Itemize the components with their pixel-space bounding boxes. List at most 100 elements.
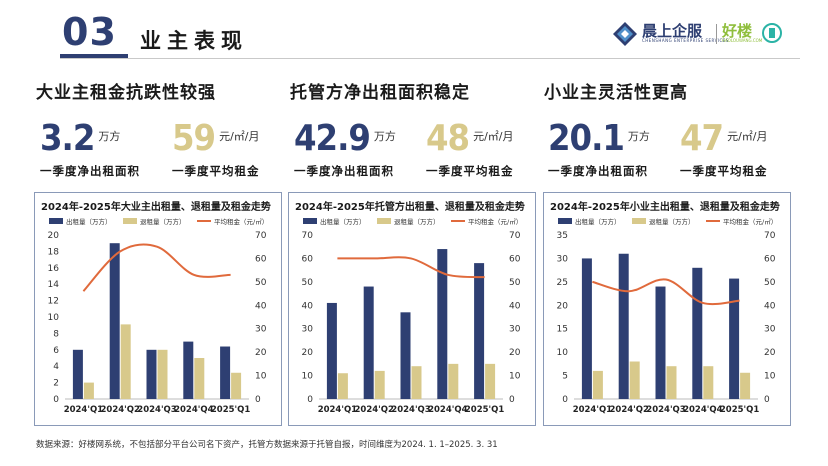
y-right-tick-label: 10	[255, 372, 267, 382]
bar-return	[592, 370, 603, 399]
x-tick-label: 2024'Q2	[354, 405, 393, 415]
bar-return	[411, 366, 422, 399]
legend-label-avg-rent: 平均租金（元/㎡）	[468, 217, 522, 226]
y-right-tick-label: 0	[509, 395, 515, 405]
kpi-net-leased: 3.2 万方 一季度净出租面积	[40, 118, 140, 179]
y-left-tick-label: 20	[302, 348, 314, 358]
y-right-tick-label: 70	[764, 231, 776, 241]
kpi-label: 一季度净出租面积	[548, 164, 648, 178]
bar-return	[337, 373, 348, 399]
legend-swatch-return	[123, 218, 137, 224]
bar-return	[231, 372, 242, 399]
y-right-tick-label: 10	[509, 372, 521, 382]
legend-label-rent-out: 出租量（万方）	[575, 217, 621, 226]
x-tick-label: 2024'Q2	[609, 405, 648, 415]
chart-large-owners: 2024年-2025年大业主出租量、退租量及租金走势 出租量（万方） 退租量（万方…	[34, 192, 282, 426]
bar-rent-out	[183, 341, 194, 399]
x-tick-label: 2024'Q3	[391, 405, 430, 415]
x-tick-label: 2025'Q1	[211, 405, 250, 415]
y-left-tick-label: 0	[53, 395, 59, 405]
legend-swatch-rent-out	[49, 218, 63, 224]
x-tick-label: 2024'Q1	[573, 405, 612, 415]
bar-rent-out	[655, 286, 666, 399]
legend-label-return: 退租量（万方）	[394, 217, 440, 226]
bar-rent-out	[618, 253, 629, 399]
bar-rent-out	[729, 278, 740, 399]
y-left-tick-label: 0	[307, 395, 313, 405]
partner-building-icon	[762, 23, 782, 43]
x-tick-label: 2025'Q1	[465, 405, 504, 415]
bar-return	[703, 366, 714, 399]
y-right-tick-label: 30	[764, 325, 776, 335]
y-left-tick-label: 10	[48, 313, 60, 323]
y-left-tick-label: 10	[557, 348, 569, 358]
kpi-net-leased: 42.9 万方 一季度净出租面积	[294, 118, 396, 179]
brand-subtitle: CHENSHANG ENTERPRISE SERVICES	[642, 38, 729, 43]
kpi-unit: 万方	[627, 130, 650, 143]
chart-legend: 出租量（万方） 退租量（万方） 平均租金（元/㎡）	[49, 217, 268, 226]
legend-label-avg-rent: 平均租金（元/㎡）	[723, 217, 777, 226]
y-left-tick-label: 10	[302, 372, 314, 382]
bar-return	[740, 372, 751, 399]
y-left-tick-label: 20	[48, 231, 60, 241]
y-left-tick-label: 4	[53, 362, 59, 372]
legend-swatch-return	[632, 218, 646, 224]
kpi-avg-rent: 48 元/㎡/月 一季度平均租金	[426, 118, 514, 179]
kpi-value: 42.9	[294, 118, 371, 159]
section-number-underline	[60, 54, 128, 58]
kpi-value: 48	[426, 118, 470, 159]
kpi-label: 一季度平均租金	[680, 164, 768, 178]
kpi-value: 47	[680, 118, 724, 159]
y-right-tick-label: 70	[255, 231, 267, 241]
column-managed: 托管方净出租面积稳定 42.9 万方 一季度净出租面积 48 元/㎡/月 一季度平均…	[290, 78, 552, 198]
legend-label-return: 退租量（万方）	[140, 217, 186, 226]
column-title: 托管方净出租面积稳定	[290, 83, 470, 103]
bar-rent-out	[692, 267, 703, 399]
y-left-tick-label: 60	[302, 254, 314, 264]
legend-swatch-rent-out	[558, 218, 572, 224]
bar-return	[120, 324, 131, 399]
bar-rent-out	[326, 302, 337, 399]
legend-label-rent-out: 出租量（万方）	[320, 217, 366, 226]
x-tick-label: 2024'Q1	[318, 405, 357, 415]
y-right-tick-label: 40	[764, 301, 776, 311]
y-right-tick-label: 60	[255, 254, 267, 264]
x-tick-label: 2024'Q4	[683, 405, 722, 415]
legend-label-return: 退租量（万方）	[649, 217, 695, 226]
chart-canvas: 出租量（万方） 退租量（万方） 平均租金（元/㎡） 0 2 4 6 8 10 12 14 16 18 20…	[48, 217, 269, 415]
x-tick-label: 2024'Q2	[100, 405, 139, 415]
bar-rent-out	[109, 243, 120, 399]
kpi-value: 20.1	[548, 118, 625, 159]
column-title: 小业主灵活性更高	[544, 83, 688, 103]
kpi-label: 一季度净出租面积	[40, 164, 140, 178]
kpi-label: 一季度平均租金	[172, 164, 260, 178]
y-left-tick-label: 6	[53, 346, 59, 356]
legend-swatch-rent-out	[303, 218, 317, 224]
y-right-tick-label: 50	[255, 278, 267, 288]
section-number: 03	[62, 10, 117, 54]
bar-rent-out	[400, 312, 411, 399]
kpi-unit: 万方	[98, 130, 121, 143]
kpi-avg-rent: 59 元/㎡/月 一季度平均租金	[172, 118, 260, 179]
y-right-tick-label: 20	[764, 348, 776, 358]
y-left-tick-label: 30	[302, 325, 314, 335]
chart-title: 2024年-2025年托管方出租量、退租量及租金走势	[295, 202, 525, 213]
logo-separator	[716, 24, 717, 44]
chart-title: 2024年-2025年小业主出租量、退租量及租金走势	[550, 202, 780, 213]
bar-return	[448, 363, 459, 399]
legend-label-avg-rent: 平均租金（元/㎡）	[214, 217, 268, 226]
line-avg-rent	[337, 256, 485, 279]
y-right-tick-label: 30	[509, 325, 521, 335]
header-divider	[60, 58, 800, 59]
bar-rent-out	[581, 258, 592, 399]
bar-return	[485, 363, 496, 399]
legend-swatch-return	[377, 218, 391, 224]
kpi-value: 59	[172, 118, 216, 159]
bar-return	[157, 349, 168, 399]
y-left-tick-label: 15	[557, 325, 568, 335]
column-title: 大业主租金抗跌性较强	[36, 83, 216, 103]
kpi-unit: 元/㎡/月	[219, 130, 260, 143]
bar-rent-out	[220, 346, 231, 399]
x-tick-label: 2024'Q3	[646, 405, 685, 415]
y-left-tick-label: 20	[557, 301, 569, 311]
